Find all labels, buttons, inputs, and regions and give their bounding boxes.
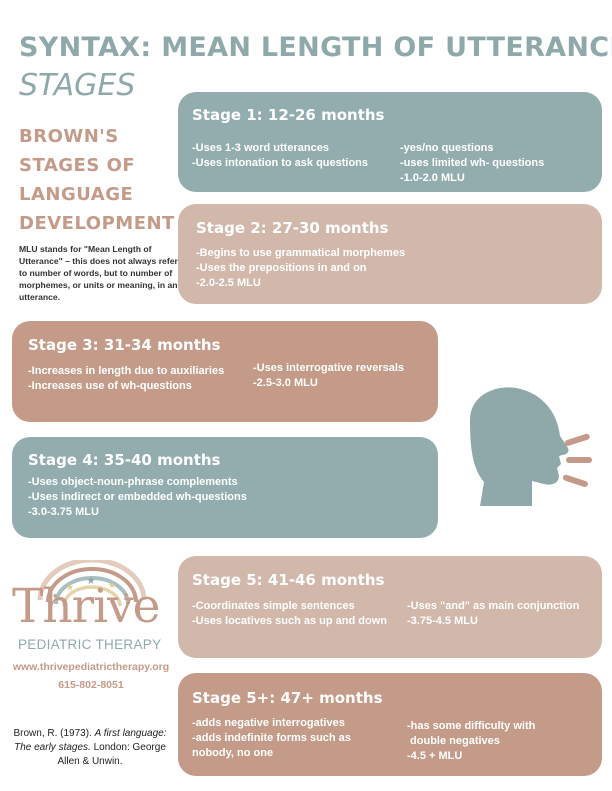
stage-item: -Uses the prepositions in and on <box>196 262 367 274</box>
svg-text:★: ★ <box>86 574 96 587</box>
stage-5-title: Stage 5: 41-46 months <box>192 571 385 589</box>
stage-3-title: Stage 3: 31-34 months <box>28 336 221 354</box>
stage-item: -adds indefinite forms such as <box>192 732 351 744</box>
stage-2-column-1: -Begins to use grammatical morphemes -Us… <box>196 246 405 291</box>
stage-2-card: Stage 2: 27-30 months -Begins to use gra… <box>178 204 602 304</box>
stage-item: -Uses locatives such as up and down <box>192 615 387 627</box>
svg-text:★: ★ <box>52 592 58 600</box>
svg-text:★: ★ <box>108 581 116 591</box>
website-link[interactable]: www.thrivepediatrictherapy.org <box>12 661 170 673</box>
logo-subtitle: PEDIATRIC THERAPY <box>18 637 162 652</box>
stage-5-plus-card: Stage 5+: 47+ months -adds negative inte… <box>178 673 602 776</box>
heading-line: BROWN'S <box>19 126 119 147</box>
svg-text:★: ★ <box>66 583 74 593</box>
thrive-logo-wordmark: Thrive <box>12 579 160 634</box>
stage-1-title: Stage 1: 12-26 months <box>192 106 385 124</box>
stage-5-column-1: -Coordinates simple sentences -Uses loca… <box>192 599 387 629</box>
speaking-head-icon <box>470 387 592 506</box>
stage-item: -Increases use of wh-questions <box>28 380 192 392</box>
page-title: SYNTAX: MEAN LENGTH OF UTTERANCE <box>19 32 612 63</box>
stage-item: -Uses object-noun-phrase complements <box>28 476 238 488</box>
stage-5-card: Stage 5: 41-46 months -Coordinates simpl… <box>178 556 602 658</box>
stage-3-column-1: -Increases in length due to auxiliaries … <box>28 364 224 394</box>
heading-line: STAGES OF <box>19 155 136 176</box>
stage-item: -Uses "and" as main conjunction <box>407 600 580 612</box>
rainbow-stars-icon: ★ ★ ★ ★ ★ <box>37 560 147 607</box>
stage-5-column-2: -Uses "and" as main conjunction -3.75-4.… <box>407 599 579 629</box>
heading-line: DEVELOPMENT <box>19 213 175 234</box>
stage-item: -uses limited wh- questions <box>400 157 545 169</box>
stage-1-card: Stage 1: 12-26 months -Uses 1-3 word utt… <box>178 92 602 192</box>
stage-3-column-2: -Uses interrogative reversals -2.5-3.0 M… <box>253 361 404 391</box>
stage-1-column-2: -yes/no questions -uses limited wh- ques… <box>400 141 544 186</box>
stage-item: double negatives <box>407 735 500 747</box>
heading-line: LANGUAGE <box>19 184 134 205</box>
stage-1-column-1: -Uses 1-3 word utterances -Uses intonati… <box>192 141 368 171</box>
stage-item: -Uses 1-3 word utterances <box>192 142 329 154</box>
mlu-definition-note: MLU stands for "Mean Length of Utterance… <box>19 244 178 302</box>
stage-4-column-1: -Uses object-noun-phrase complements -Us… <box>28 475 247 520</box>
browns-stages-heading: BROWN'S STAGES OF LANGUAGE DEVELOPMENT <box>19 122 179 238</box>
svg-text:★: ★ <box>123 591 129 599</box>
citation-publisher: London: George Allen & Unwin. <box>57 742 166 767</box>
stage-item: -yes/no questions <box>400 142 494 154</box>
page-subtitle: STAGES <box>19 68 136 103</box>
stage-item: -Increases in length due to auxiliaries <box>28 365 225 377</box>
stage-5-plus-title: Stage 5+: 47+ months <box>192 689 383 707</box>
stage-item: -1.0-2.0 MLU <box>400 172 465 184</box>
citation-italic-title: A first language: The early stages. <box>14 728 167 753</box>
stage-5-plus-column-1: -adds negative interrogatives -adds inde… <box>192 716 351 761</box>
stage-item: -3.75-4.5 MLU <box>407 615 478 627</box>
stage-item: -4.5 + MLU <box>407 750 463 762</box>
stage-item: -has some difficulty with <box>407 720 536 732</box>
stage-item: nobody, no one <box>192 747 274 759</box>
stage-item: -2.5-3.0 MLU <box>253 377 318 389</box>
citation: Brown, R. (1973). A first language: The … <box>10 727 170 769</box>
stage-item: -Begins to use grammatical morphemes <box>196 247 406 259</box>
stage-2-title: Stage 2: 27-30 months <box>196 219 389 237</box>
stage-4-title: Stage 4: 35-40 months <box>28 451 221 469</box>
citation-text: Brown, R. (1973). <box>13 728 95 739</box>
stage-4-card: Stage 4: 35-40 months -Uses object-noun-… <box>12 437 438 538</box>
stage-item: -2.0-2.5 MLU <box>196 277 261 289</box>
stage-item: -Coordinates simple sentences <box>192 600 355 612</box>
stage-3-card: Stage 3: 31-34 months -Increases in leng… <box>12 321 438 422</box>
stage-item: -Uses interrogative reversals <box>253 362 405 374</box>
stage-item: -adds negative interrogatives <box>192 717 345 729</box>
stage-item: -3.0-3.75 MLU <box>28 506 99 518</box>
stage-5-plus-column-2: -has some difficulty with double negativ… <box>407 719 535 764</box>
stage-item: -Uses indirect or embedded wh-questions <box>28 491 247 503</box>
phone-number: 615-802-8051 <box>58 679 124 691</box>
stage-item: -Uses intonation to ask questions <box>192 157 369 169</box>
